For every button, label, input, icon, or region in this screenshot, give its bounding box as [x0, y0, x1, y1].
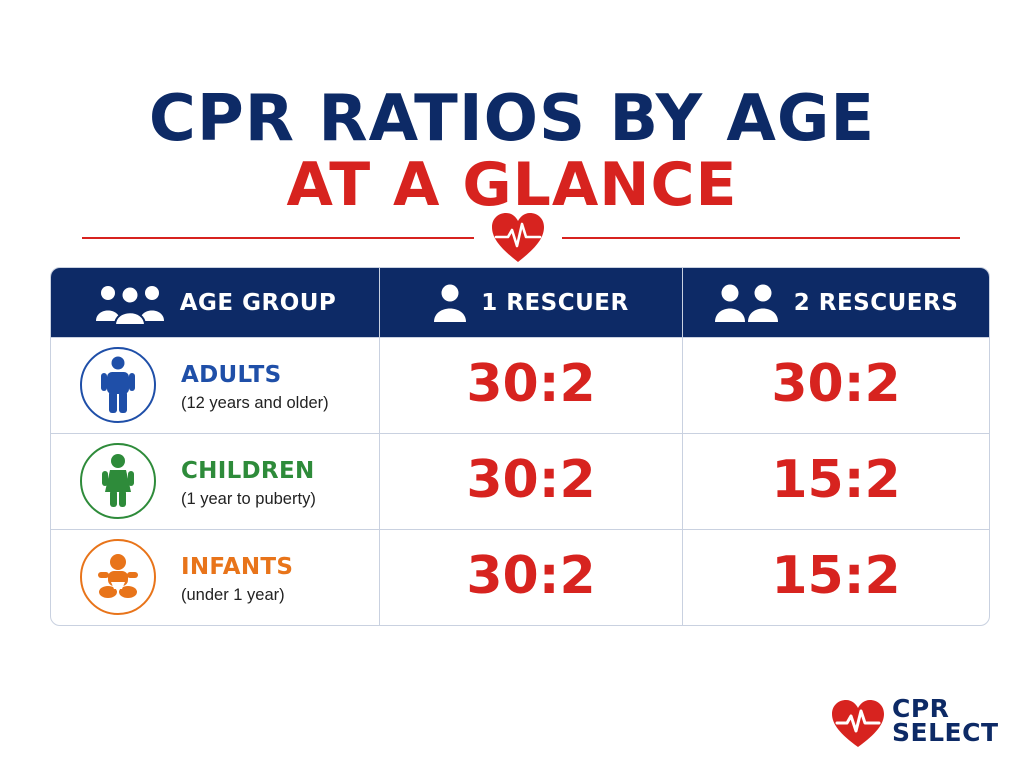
header-two-rescuers-label: 2 RESCUERS	[793, 289, 959, 316]
header-age-group-label: AGE GROUP	[179, 289, 337, 316]
table-row-adults: ADULTS (12 years and older) 30:2 30:2	[51, 337, 989, 433]
page-title: CPR RATIOS BY AGE	[148, 82, 876, 156]
group-name-adults: ADULTS	[181, 362, 282, 388]
group-description-adults: (12 years and older)	[181, 394, 329, 412]
ratio-adults-two-rescuers: 30:2	[771, 354, 901, 414]
column-separator	[379, 268, 380, 625]
divider-left	[82, 237, 474, 239]
cpr-select-logo: CPR SELECT	[830, 695, 1000, 751]
child-icon	[80, 443, 156, 519]
group-name-infants: INFANTS	[181, 554, 294, 580]
two-people-icon	[714, 284, 778, 322]
logo-text-line2: SELECT	[892, 718, 999, 747]
logo-text-line1: CPR	[892, 694, 950, 723]
header-two-rescuers: 2 RESCUERS	[683, 268, 989, 337]
divider-right	[562, 237, 960, 239]
table-row-children: CHILDREN (1 year to puberty) 30:2 15:2	[51, 433, 989, 529]
group-description-children: (1 year to puberty)	[181, 490, 316, 508]
group-name-children: CHILDREN	[181, 458, 315, 484]
page-subtitle: AT A GLANCE	[286, 150, 738, 220]
header-age-group: AGE GROUP	[51, 268, 379, 337]
column-separator	[682, 268, 683, 625]
heartbeat-heart-icon	[492, 213, 544, 262]
person-icon	[434, 284, 467, 322]
logo-heart-icon	[832, 700, 884, 747]
table-header: AGE GROUP 1 RESCUER 2 RESCUERS	[51, 268, 989, 337]
cpr-ratio-table: AGE GROUP 1 RESCUER 2 RESCUERS	[50, 267, 990, 626]
header-one-rescuer-label: 1 RESCUER	[481, 289, 629, 316]
adult-icon	[80, 347, 156, 423]
group-description-infants: (under 1 year)	[181, 586, 285, 604]
ratio-children-one-rescuer: 30:2	[466, 450, 596, 510]
header-one-rescuer: 1 RESCUER	[380, 268, 682, 337]
infant-icon	[80, 539, 156, 615]
ratio-children-two-rescuers: 15:2	[771, 450, 901, 510]
ratio-adults-one-rescuer: 30:2	[466, 354, 596, 414]
logo-text: CPR SELECT	[892, 694, 999, 747]
table-row-infants: INFANTS (under 1 year) 30:2 15:2	[51, 529, 989, 625]
ratio-infants-two-rescuers: 15:2	[771, 546, 901, 606]
group-people-icon	[95, 285, 164, 325]
ratio-infants-one-rescuer: 30:2	[466, 546, 596, 606]
